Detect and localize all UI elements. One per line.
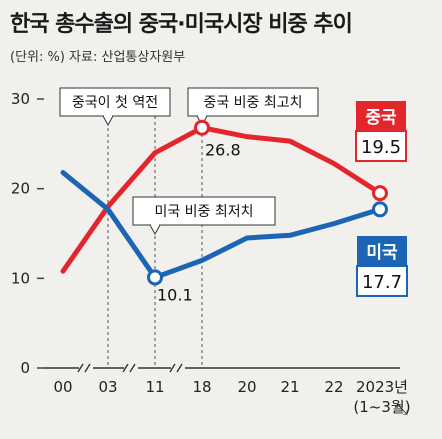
china-end-marker	[372, 185, 388, 202]
x-tick-label: 21	[280, 378, 299, 396]
series-layer: 26.8 10.1	[60, 119, 388, 304]
china-peak-marker	[194, 119, 210, 136]
series-line-usa	[60, 170, 383, 280]
series-end-value: 19.5	[361, 137, 401, 158]
y-tick-label: 0	[20, 359, 30, 377]
usa-end-marker	[372, 201, 388, 218]
legend-box-head	[356, 101, 406, 131]
usa-low-marker	[147, 269, 163, 286]
callout-china-peak: 중국 비중 최고치	[187, 87, 319, 127]
series-end-value: 17.7	[362, 272, 402, 293]
axis-break-mark	[122, 363, 138, 373]
x-tick-label: 00	[53, 378, 72, 396]
y-tick-label: 30	[11, 90, 30, 108]
usa-legend-box: 미국 17.7	[356, 236, 408, 297]
x-tick-label: 22	[324, 378, 343, 396]
expand-icon: ⤡	[396, 400, 408, 418]
china-legend-box: 중국 19.5	[355, 101, 407, 162]
axis-break-gap	[124, 363, 138, 373]
x-tick-label: 2023년	[356, 378, 408, 396]
series-name-label: 미국	[366, 243, 398, 263]
x-tick-label: 03	[98, 378, 117, 396]
callout-usa-low: 미국 비중 최저치	[132, 196, 276, 236]
y-tick-label: 10	[11, 269, 30, 287]
axis-break-slash	[169, 363, 183, 373]
x-tick-label: 18	[192, 378, 211, 396]
axis-break-slash	[77, 363, 91, 373]
axis-layer: 0 10 20 30 00 03 11 18 20 21 22 2023년 (1~3월)⤡	[11, 90, 411, 418]
callout-first-reversal: 중국이 첫 역전	[59, 87, 171, 127]
x-tick-label: (1~3월)	[353, 398, 410, 416]
legend-box-body	[356, 265, 408, 297]
callout-text: 미국 비중 최저치	[154, 204, 253, 220]
callout-tail	[149, 224, 161, 236]
callout-text: 중국 비중 최고치	[203, 95, 302, 111]
series-name-label: 중국	[365, 108, 397, 128]
axis-break-mark	[77, 363, 93, 373]
x-tick-label: 11	[145, 378, 164, 396]
axis-break-gap	[79, 363, 93, 373]
callout-text: 중국이 첫 역전	[72, 95, 158, 111]
x-tick-label: 20	[237, 378, 256, 396]
legend-box-body	[355, 130, 407, 162]
legend-box-head	[357, 236, 407, 266]
axis-break-gap	[171, 363, 185, 373]
axis-break-slash	[122, 363, 136, 373]
y-tick-label: 20	[11, 180, 30, 198]
callout-box	[59, 87, 171, 117]
usa-low-value: 10.1	[157, 285, 193, 304]
callout-tail	[102, 115, 114, 127]
legend-boxes: 중국 19.5 미국 17.7	[355, 101, 408, 297]
chart-title: 한국 총수출의 중국·미국시장 비중 추이	[10, 12, 353, 37]
series-line-china	[60, 125, 383, 274]
axis-break-mark	[169, 363, 185, 373]
chart-subtitle: (단위: %) 자료: 산업통상자원부	[10, 50, 186, 65]
callout-box	[187, 87, 319, 117]
callout-box	[132, 196, 276, 226]
china-peak-value: 26.8	[205, 141, 241, 160]
